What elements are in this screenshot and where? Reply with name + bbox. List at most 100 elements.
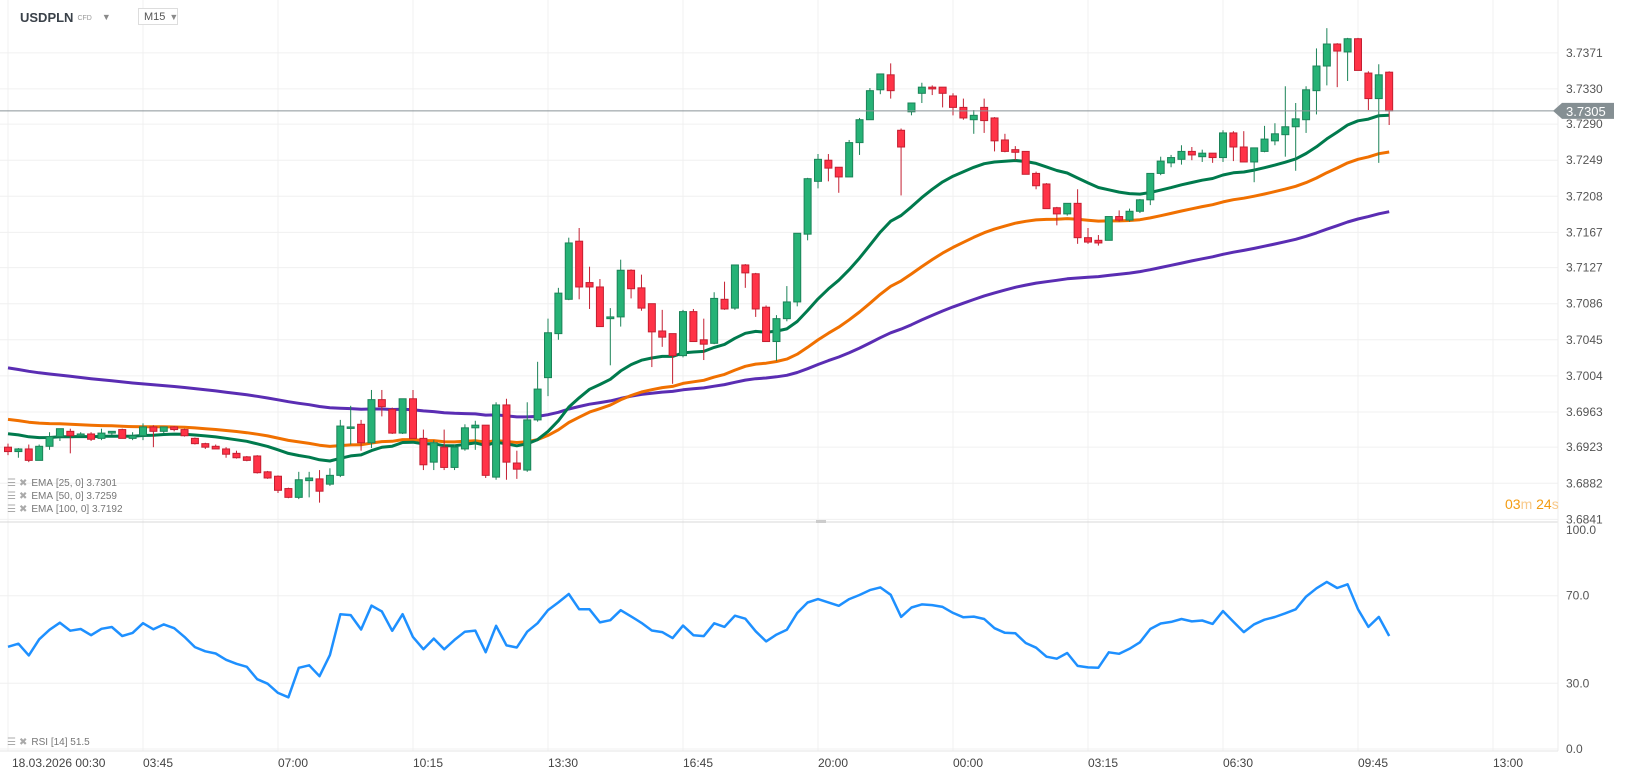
candle-bearish[interactable] xyxy=(928,86,937,90)
candle-bearish[interactable] xyxy=(440,446,449,468)
candle-bearish[interactable] xyxy=(897,129,906,148)
close-icon[interactable]: ✖ xyxy=(18,477,28,489)
candle-bullish[interactable] xyxy=(793,232,802,303)
candle-bearish[interactable] xyxy=(824,159,833,169)
candle-bearish[interactable] xyxy=(1354,38,1362,71)
candle-bullish[interactable] xyxy=(969,114,978,121)
candle-bullish[interactable] xyxy=(616,269,625,318)
candle-bearish[interactable] xyxy=(949,95,957,108)
candle-bearish[interactable] xyxy=(1364,72,1373,100)
candle-bearish[interactable] xyxy=(377,399,386,408)
candle-bearish[interactable] xyxy=(87,433,96,440)
candle-bearish[interactable] xyxy=(357,423,366,444)
candle-bearish[interactable] xyxy=(720,298,729,310)
candle-bullish[interactable] xyxy=(679,311,687,357)
candle-bullish[interactable] xyxy=(855,119,864,144)
candle-bullish[interactable] xyxy=(1135,199,1144,212)
candle-bullish[interactable] xyxy=(710,297,719,344)
candle-bearish[interactable] xyxy=(170,426,179,431)
candle-bullish[interactable] xyxy=(564,242,573,300)
candle-bearish[interactable] xyxy=(409,398,417,439)
candle-bullish[interactable] xyxy=(606,316,615,320)
candle-bullish[interactable] xyxy=(1177,150,1186,160)
settings-icon[interactable]: ☰ xyxy=(7,503,16,515)
chevron-down-icon[interactable]: ▼ xyxy=(101,12,111,22)
candle-bullish[interactable] xyxy=(294,479,303,498)
candle-bearish[interactable] xyxy=(1208,152,1217,159)
candle-bearish[interactable] xyxy=(502,404,511,463)
candle-bearish[interactable] xyxy=(668,333,677,357)
candle-bullish[interactable] xyxy=(471,424,480,429)
candle-bearish[interactable] xyxy=(232,452,241,459)
candle-bearish[interactable] xyxy=(938,86,947,94)
candle-bullish[interactable] xyxy=(907,102,916,113)
candle-bearish[interactable] xyxy=(512,462,521,470)
candle-bullish[interactable] xyxy=(367,399,376,444)
candle-bearish[interactable] xyxy=(595,286,604,328)
candle-bullish[interactable] xyxy=(159,426,168,432)
candle-bearish[interactable] xyxy=(388,408,397,434)
candle-bearish[interactable] xyxy=(990,117,999,142)
candle-bullish[interactable] xyxy=(139,426,147,437)
candle-bullish[interactable] xyxy=(1291,118,1300,128)
candle-bullish[interactable] xyxy=(398,398,407,434)
candle-bullish[interactable] xyxy=(1167,157,1176,164)
candle-bearish[interactable] xyxy=(4,446,12,453)
candle-bearish[interactable] xyxy=(762,306,771,343)
symbol-selector[interactable]: USDPLN CFD ▼ xyxy=(20,8,111,26)
candle-bearish[interactable] xyxy=(1052,207,1061,215)
candle-bearish[interactable] xyxy=(274,475,282,491)
close-icon[interactable]: ✖ xyxy=(18,490,28,502)
candle-bearish[interactable] xyxy=(658,330,667,338)
candle-bearish[interactable] xyxy=(637,287,646,309)
candle-bullish[interactable] xyxy=(1312,65,1321,92)
candle-bullish[interactable] xyxy=(554,292,563,335)
candle-bullish[interactable] xyxy=(814,158,822,182)
close-icon[interactable]: ✖ xyxy=(18,736,28,748)
candle-bullish[interactable] xyxy=(730,264,739,309)
candle-bullish[interactable] xyxy=(492,404,501,478)
candle-bearish[interactable] xyxy=(886,74,895,92)
candle-bearish[interactable] xyxy=(1115,216,1124,221)
candle-bullish[interactable] xyxy=(305,477,314,482)
candle-bearish[interactable] xyxy=(627,269,636,290)
candle-bullish[interactable] xyxy=(1104,216,1113,241)
candle-bearish[interactable] xyxy=(1229,132,1238,148)
candle-bullish[interactable] xyxy=(1270,133,1279,142)
candle-bullish[interactable] xyxy=(45,436,54,447)
candle-bearish[interactable] xyxy=(699,339,708,345)
candle-bearish[interactable] xyxy=(1021,150,1030,175)
candle-bullish[interactable] xyxy=(1250,147,1259,163)
candle-bullish[interactable] xyxy=(533,388,542,421)
candle-bullish[interactable] xyxy=(107,430,116,434)
candle-bullish[interactable] xyxy=(460,427,469,450)
candle-bearish[interactable] xyxy=(1032,172,1041,187)
close-icon[interactable]: ✖ xyxy=(18,503,28,515)
candle-bearish[interactable] xyxy=(242,456,251,461)
candle-bullish[interactable] xyxy=(14,448,23,453)
candle-bullish[interactable] xyxy=(1146,172,1155,201)
candle-bullish[interactable] xyxy=(346,426,355,429)
candle-bearish[interactable] xyxy=(118,429,127,439)
candle-bearish[interactable] xyxy=(253,455,262,474)
candle-bearish[interactable] xyxy=(190,437,199,445)
candle-bearish[interactable] xyxy=(980,106,989,122)
candle-bullish[interactable] xyxy=(1322,43,1331,67)
candle-bullish[interactable] xyxy=(55,428,64,438)
candle-bullish[interactable] xyxy=(544,332,552,379)
settings-icon[interactable]: ☰ xyxy=(7,477,16,489)
candle-bearish[interactable] xyxy=(180,429,189,437)
candle-bullish[interactable] xyxy=(782,301,791,320)
candle-bearish[interactable] xyxy=(1094,239,1103,244)
candle-bearish[interactable] xyxy=(1000,139,1009,152)
candle-bullish[interactable] xyxy=(336,425,345,476)
candle-bearish[interactable] xyxy=(1239,146,1248,163)
candle-bearish[interactable] xyxy=(1084,237,1092,243)
candle-bullish[interactable] xyxy=(1343,38,1352,53)
candle-bullish[interactable] xyxy=(35,445,44,461)
candle-bearish[interactable] xyxy=(419,437,428,466)
candle-bearish[interactable] xyxy=(1333,43,1342,52)
candle-bearish[interactable] xyxy=(751,273,760,310)
candle-bearish[interactable] xyxy=(315,478,324,492)
